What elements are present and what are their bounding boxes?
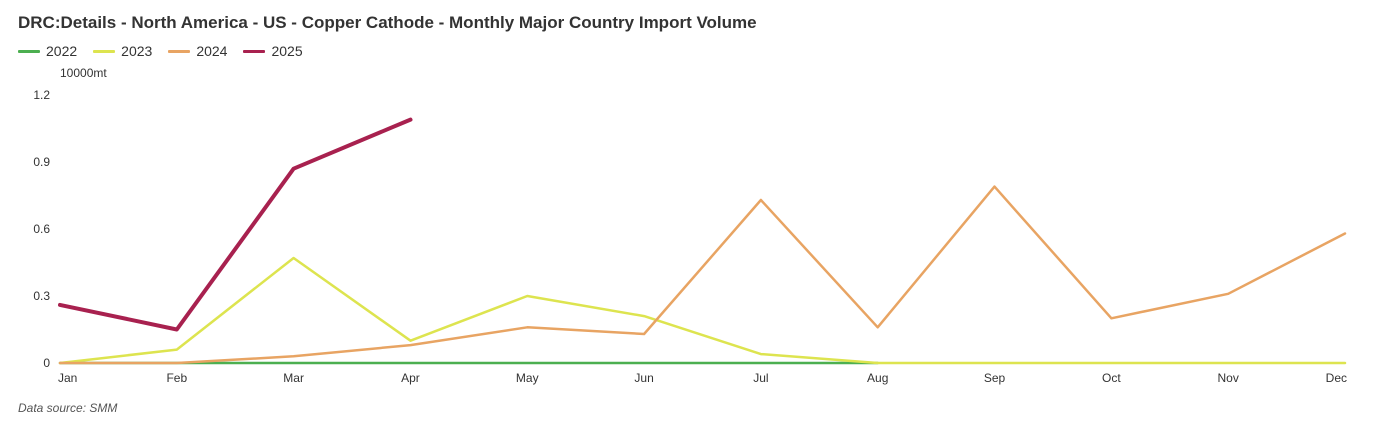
legend-label-2025: 2025 [271,43,303,59]
legend-item-2025[interactable]: 2025 [243,43,303,59]
x-tick-label: Feb [166,371,187,385]
y-tick-label: 1.2 [33,88,50,102]
legend-label-2023: 2023 [121,43,153,59]
y-tick-label: 0.9 [33,155,50,169]
y-tick-label: 0.3 [33,289,50,303]
legend-swatch-2024 [168,49,191,53]
x-tick-label: Apr [401,371,420,385]
legend-label-2024: 2024 [196,43,228,59]
x-tick-label: Sep [984,371,1006,385]
series-line-2024[interactable] [58,185,1347,365]
legend-item-2023[interactable]: 2023 [93,43,152,59]
legend-swatch-2022 [18,49,40,53]
x-tick-label: Nov [1218,371,1239,385]
x-tick-label: Mar [283,371,304,385]
x-tick-label: Jan [58,371,77,385]
x-tick-label: May [516,371,539,385]
data-source-note: Data source: SMM [18,401,118,415]
legend: 2022 2023 2024 2025 [18,43,319,59]
x-tick-label: Jun [634,371,653,385]
legend-item-2022[interactable]: 2022 [18,43,77,59]
x-tick-label: Jul [753,371,768,385]
series-line-2025[interactable] [58,117,413,332]
y-tick-label: 0.6 [33,222,50,236]
y-axis-unit-label: 10000mt [60,66,107,80]
legend-label-2022: 2022 [46,43,78,59]
x-tick-label: Oct [1102,371,1121,385]
legend-swatch-2025 [243,49,266,53]
y-tick-label: 0 [43,356,50,370]
x-tick-label: Aug [867,371,888,385]
series-line-2023[interactable] [58,256,1347,365]
x-tick-label: Dec [1326,371,1347,385]
legend-item-2024[interactable]: 2024 [168,43,227,59]
legend-swatch-2023 [93,49,116,53]
chart-title: DRC:Details - North America - US - Coppe… [18,13,757,32]
